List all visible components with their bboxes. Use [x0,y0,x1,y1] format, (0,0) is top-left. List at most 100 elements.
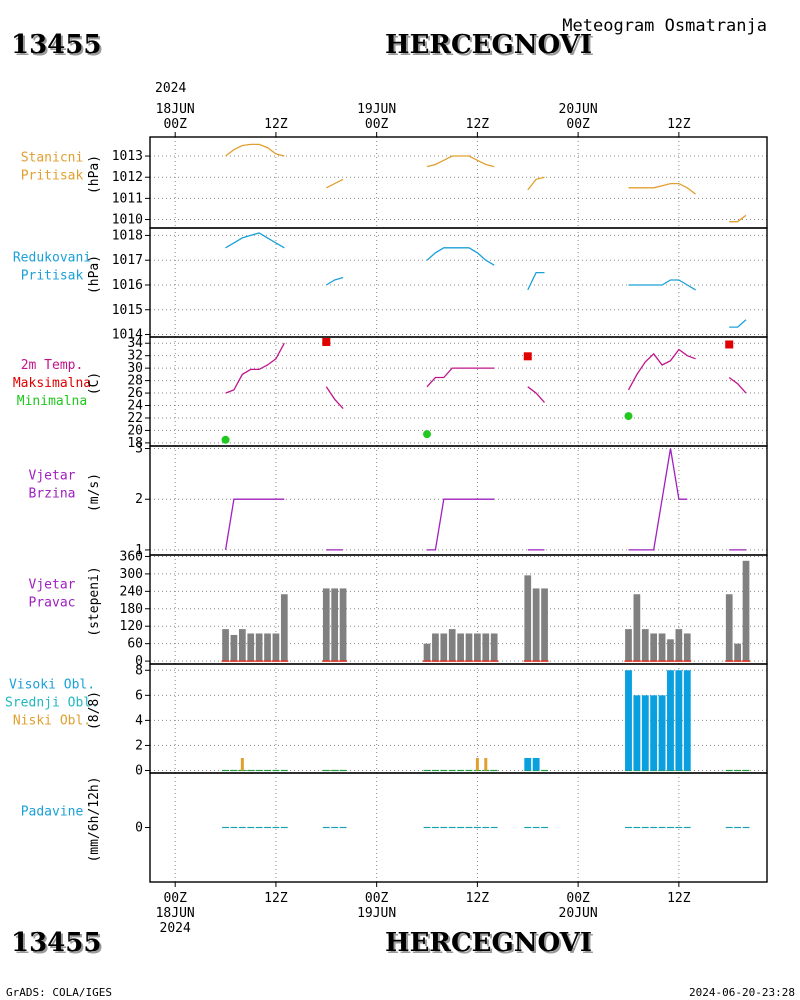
series-line [628,182,696,195]
series-line [527,271,545,291]
wind-direction-bar [482,633,490,662]
series-line [729,319,747,328]
wind-direction-bar [524,575,532,662]
panel-label: Minimalna [17,394,87,409]
wind-direction-bar [667,639,674,662]
footer-credit: GrADS: COLA/IGES [6,986,112,999]
y-tick-label: 240 [120,584,143,599]
panel-label: Srednji Obl. [5,696,99,711]
panel-data [221,337,747,444]
y-tick-label: 1016 [112,278,143,293]
y-tick-label: 120 [120,619,143,634]
panel-label: Pritisak [21,269,84,284]
min-temp-marker [624,412,633,421]
high-cloud-bar [633,695,641,771]
y-tick-label: 180 [120,602,143,617]
wind-direction-bar [641,629,649,662]
y-tick-label: 6 [135,688,143,703]
x-top-label: 18JUN [156,102,195,117]
station-name-bottom: HERCEGNOVI [385,928,592,958]
y-tick-label: 60 [127,637,143,652]
series-line [325,386,344,410]
series-line [426,367,495,388]
panel-data [224,448,746,551]
wind-direction-bar [222,629,229,662]
y-tick-label: 22 [127,411,143,426]
panel-data [225,143,747,223]
panel-label: Niski Obl. [13,714,91,729]
y-tick-label: 8 [135,663,143,678]
wind-direction-bar [238,629,246,662]
panel-unit: (mm/6h/12h) [87,776,102,862]
wind-direction-bar [457,633,464,662]
min-temp-marker [423,430,432,439]
wind-direction-bar [247,633,255,662]
x-top-label: 19JUN [357,102,396,117]
wind-direction-bar [675,629,683,662]
series-line [225,232,285,249]
panel-frame [149,663,768,774]
panel-unit: (m/s) [87,473,102,512]
series-line [225,342,285,394]
panel-label: Padavine [21,805,84,820]
y-tick-label: 24 [127,399,143,414]
wind-direction-bar [448,629,456,662]
high-cloud-bar [675,670,683,771]
high-cloud-bar [667,670,674,771]
y-tick-label: 0 [135,654,143,669]
y-tick-label: 26 [127,386,143,401]
panel-data [221,560,750,662]
series-line [426,155,495,168]
y-tick-label: 0 [135,763,143,778]
panel-frame [149,445,768,556]
station-name-top-shadow: HERCEGNOVI [387,32,594,62]
station-name-bottom-shadow: HERCEGNOVI [387,930,594,960]
wind-direction-bar [423,643,431,662]
y-tick-label: 1018 [112,228,143,243]
max-temp-marker [523,352,532,361]
x-bottom-label: 00Z [365,891,389,906]
x-top-label: 00Z [163,117,187,132]
panel-label: 2m Temp. [21,358,84,373]
panel-label: Pritisak [21,169,84,184]
panel-unit: (stepeni) [87,566,102,636]
wind-direction-bar [625,629,632,662]
y-tick-label: 1010 [112,213,143,228]
y-tick-label: 20 [127,423,143,438]
x-bottom-label: 12Z [466,891,490,906]
footer-timestamp: 2024-06-20-23:28 [689,986,795,999]
low-cloud-bar [484,757,488,771]
wind-direction-bar [633,594,641,662]
x-top-label: 20JUN [559,102,598,117]
series-line [729,214,747,223]
y-tick-label: 30 [127,361,143,376]
station-id-bottom-shadow: 13455 [13,930,103,960]
y-tick-label: 3 [135,442,143,457]
wind-direction-bar [280,594,288,662]
y-tick-label: 300 [120,567,143,582]
station-id-top: 13455 [11,30,101,60]
x-bottom-label: 19JUN [357,906,396,921]
wind-direction-bar [255,633,263,662]
wind-direction-bar [532,588,540,662]
x-top-label: 12Z [667,117,691,132]
panel-wind_speed: 1 2 3 Vjetar Brzina (m/s) [29,442,768,558]
panel-data [225,232,747,328]
panel-label: Redukovani [13,251,91,266]
y-tick-label: 1 [135,543,143,558]
header: 13455 13455 HERCEGNOVI HERCEGNOVI Meteog… [6,16,795,999]
y-tick-label: 1015 [112,303,143,318]
y-tick-label: 360 [120,549,143,564]
panel-unit: (C) [87,372,102,395]
high-cloud-bar [641,695,649,771]
product-title: Meteogram Osmatranja [562,16,767,36]
x-top-label: 00Z [566,117,590,132]
series-line [326,178,344,189]
x-bottom-label: 12Z [264,891,288,906]
x-top-label: 12Z [466,117,490,132]
low-cloud-bar [475,757,479,771]
wind-direction-bar [331,588,339,662]
panel-reduced_pressure: 1014 1015 1016 1017 1018 Redukovani Pritisak (h… [13,227,768,343]
